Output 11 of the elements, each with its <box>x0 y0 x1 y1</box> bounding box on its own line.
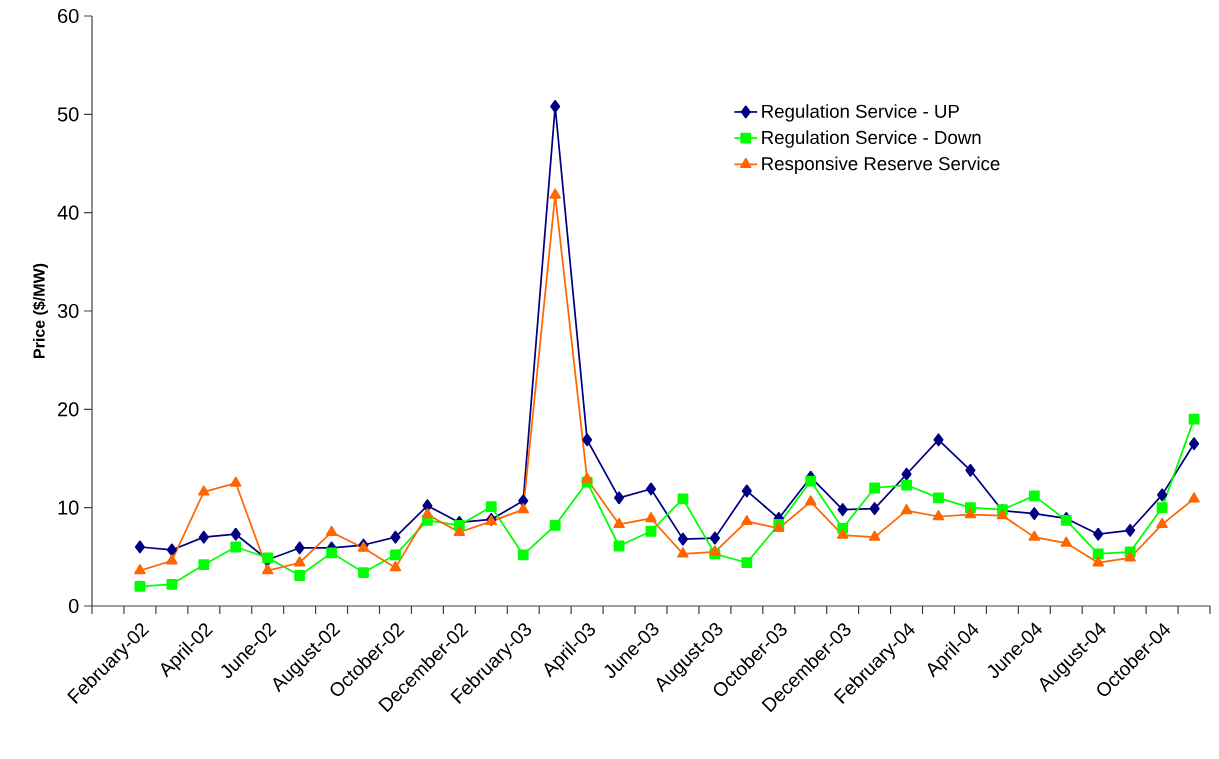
y-tick-label: 20 <box>58 402 79 417</box>
legend-label: Regulation Service - UP <box>762 104 959 122</box>
y-tick-label: 30 <box>57 303 79 319</box>
legend-label: Regulation Service - Down <box>762 130 981 148</box>
y-tick-label: 60 <box>58 8 79 24</box>
y-tick-label: 50 <box>57 107 79 122</box>
y-axis-title: Price ($/MW) <box>32 263 48 358</box>
y-tick-label: 40 <box>57 205 79 220</box>
legend-label: Responsive Reserve Service <box>762 156 1000 174</box>
y-tick-label: 0 <box>68 598 79 614</box>
y-tick-label: 10 <box>58 500 79 515</box>
